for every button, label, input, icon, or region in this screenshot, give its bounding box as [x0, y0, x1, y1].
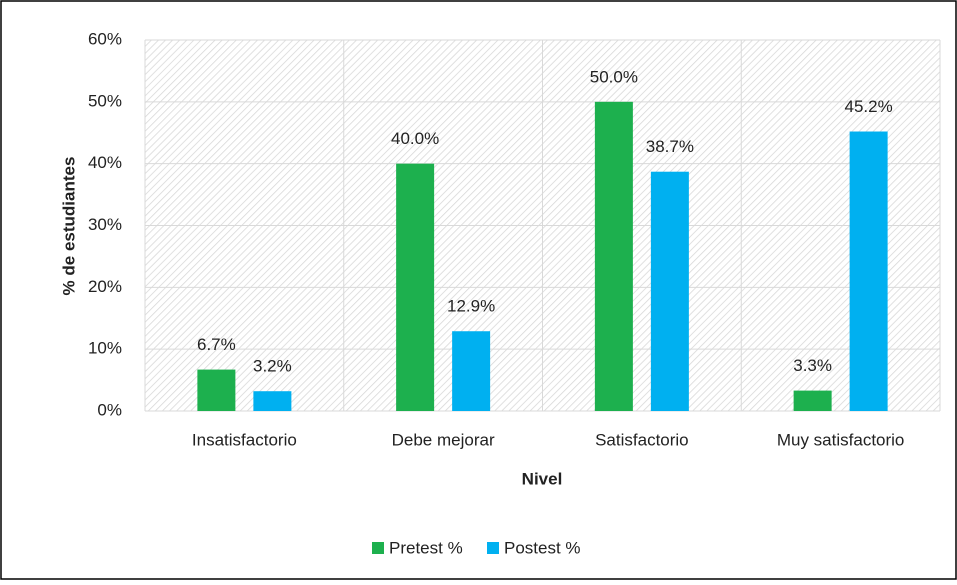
- y-tick-label: 60%: [88, 29, 122, 48]
- bar: [849, 131, 888, 411]
- bar: [197, 369, 236, 411]
- bar: [650, 171, 689, 411]
- value-label: 12.9%: [447, 297, 495, 316]
- bar: [396, 163, 435, 411]
- bar: [594, 101, 633, 411]
- y-tick-label: 20%: [88, 277, 122, 296]
- x-tick-label: Muy satisfactorio: [777, 430, 905, 449]
- legend-swatch: [372, 542, 384, 554]
- bar: [793, 390, 832, 411]
- y-tick-label: 0%: [97, 400, 122, 419]
- bar: [452, 331, 491, 411]
- legend-swatch: [487, 542, 499, 554]
- value-label: 6.7%: [197, 335, 236, 354]
- value-label: 45.2%: [845, 97, 893, 116]
- y-tick-label: 30%: [88, 215, 122, 234]
- value-label: 3.3%: [793, 356, 832, 375]
- y-tick-label: 10%: [88, 339, 122, 358]
- x-tick-label: Insatisfactorio: [192, 430, 297, 449]
- y-tick-label: 50%: [88, 91, 122, 110]
- x-tick-label: Satisfactorio: [595, 430, 689, 449]
- x-axis-label: Nivel: [522, 469, 563, 488]
- value-label: 40.0%: [391, 129, 439, 148]
- value-label: 3.2%: [253, 357, 292, 376]
- value-label: 38.7%: [646, 137, 694, 156]
- x-tick-label: Debe mejorar: [392, 430, 495, 449]
- y-axis-label: % de estudiantes: [59, 157, 78, 296]
- legend-label: Postest %: [504, 538, 581, 557]
- legend-label: Pretest %: [389, 538, 463, 557]
- value-label: 50.0%: [590, 67, 638, 86]
- y-tick-label: 40%: [88, 153, 122, 172]
- bar: [253, 391, 292, 411]
